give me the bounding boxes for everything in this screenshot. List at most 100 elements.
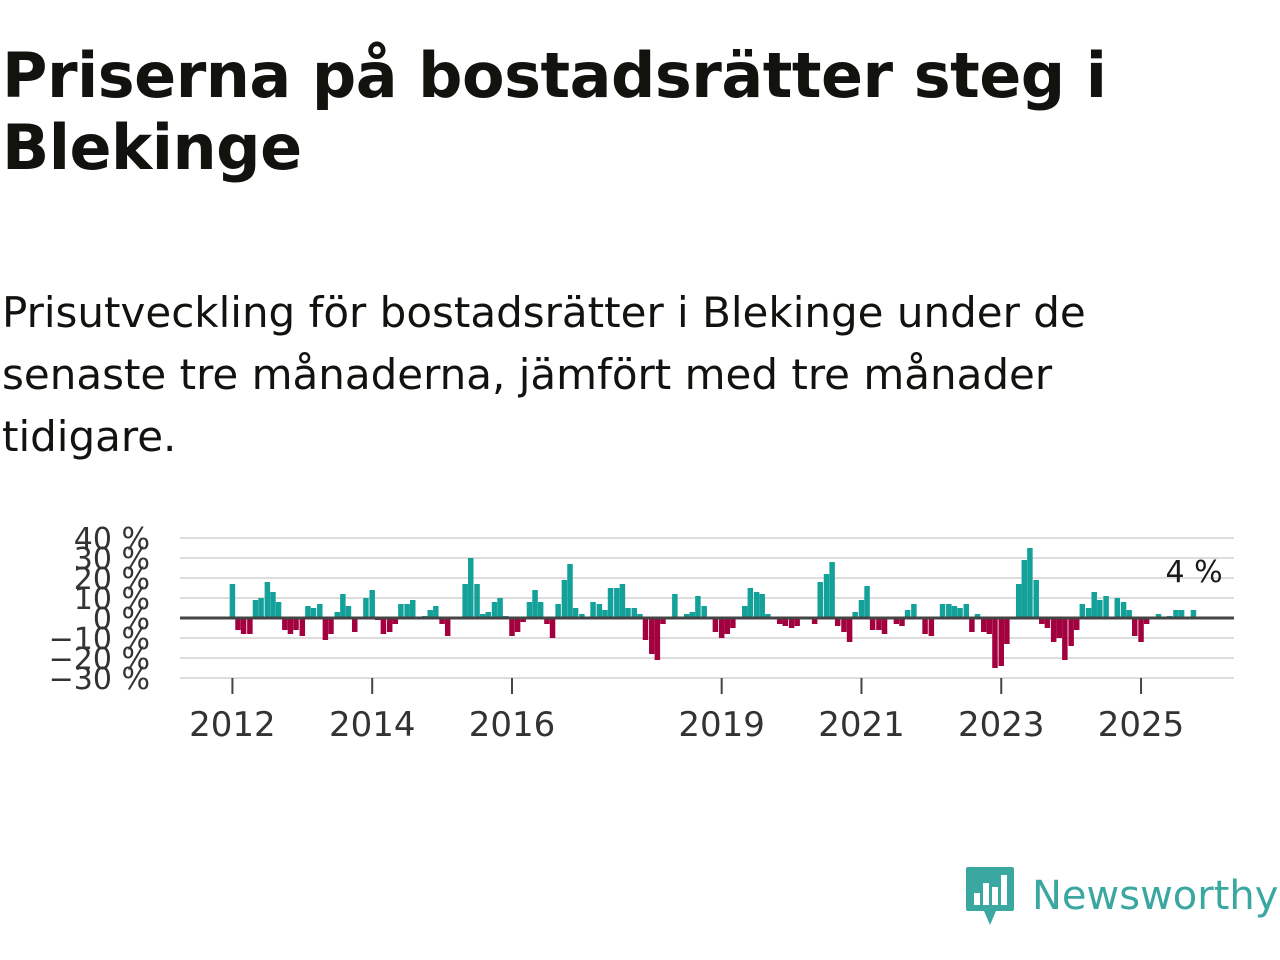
x-tick-label: 2025 (1098, 705, 1185, 745)
bar (380, 618, 387, 634)
bar (310, 608, 317, 618)
bar (386, 618, 393, 632)
gridlines (180, 537, 1234, 679)
annotations: 4 % (1165, 555, 1222, 590)
bar (462, 584, 468, 618)
bar (561, 580, 568, 618)
bar (340, 594, 346, 618)
bar (293, 618, 299, 630)
bar (724, 618, 731, 634)
bar (759, 594, 765, 618)
bar (345, 606, 352, 618)
bar (474, 584, 480, 618)
y-tick-label: 20 % (74, 562, 150, 597)
bar (1173, 610, 1179, 618)
bar (479, 614, 486, 618)
chart-subtitle: Prisutveckling för bostadsrätter i Bleki… (2, 288, 1086, 461)
x-tick-label: 2014 (329, 705, 416, 745)
bar (1085, 608, 1092, 618)
bar (1178, 610, 1185, 618)
bar (730, 618, 736, 628)
bar (240, 618, 247, 634)
bar (631, 608, 638, 618)
bar (614, 588, 620, 618)
bar (712, 618, 719, 632)
bar (363, 598, 369, 618)
bar (235, 618, 241, 630)
bar (485, 612, 491, 618)
bar (1120, 602, 1127, 618)
bar (549, 618, 556, 638)
bar (1132, 618, 1138, 636)
bar (287, 618, 294, 634)
bar (683, 614, 690, 618)
bar (497, 598, 503, 618)
bar (1138, 618, 1144, 642)
bar (998, 618, 1005, 666)
bar (864, 586, 870, 618)
bar (992, 618, 998, 668)
y-tick-label: 40 % (74, 522, 150, 557)
x-tick-label: 2023 (958, 705, 1045, 745)
bar (776, 618, 783, 624)
bar (404, 604, 410, 618)
bar (765, 614, 771, 618)
bar (782, 618, 789, 626)
bar (409, 600, 416, 618)
bar (537, 602, 544, 618)
bar (986, 618, 993, 634)
bar (718, 618, 725, 638)
chart-title: Priserna på bostadsrätter steg i Bleking… (2, 39, 1107, 184)
bar (974, 614, 981, 618)
bar (282, 618, 288, 630)
x-tick-label: 2016 (469, 705, 556, 745)
bar (1068, 618, 1074, 646)
bar (317, 604, 323, 618)
bar (852, 612, 858, 618)
bar (328, 618, 334, 634)
bar (1190, 610, 1197, 618)
bar (433, 606, 439, 618)
bar (305, 606, 311, 618)
bar (392, 618, 399, 624)
bar (922, 618, 928, 634)
newsworthy-logo-icon (966, 867, 1014, 925)
bar (468, 558, 474, 618)
bar (1039, 618, 1045, 624)
x-tick-label: 2012 (189, 705, 276, 745)
bar (334, 612, 341, 618)
bar (1114, 598, 1121, 618)
y-tick-label: −10 % (49, 622, 150, 657)
bar (532, 590, 538, 618)
bar (252, 600, 259, 618)
y-tick-label: 0 % (93, 602, 150, 637)
bar (439, 618, 445, 624)
bar (258, 598, 264, 618)
bar (981, 618, 987, 632)
bar (247, 618, 253, 634)
bar (881, 618, 888, 634)
bar (596, 604, 603, 618)
bar (1103, 596, 1109, 618)
bar (904, 610, 911, 618)
bar (817, 582, 823, 618)
bar (1027, 548, 1033, 618)
last-value-label: 4 % (1165, 555, 1222, 590)
bar (899, 618, 905, 626)
bar (567, 564, 573, 618)
bar (642, 618, 649, 640)
bar-chart: −30 %−20 %−10 %0 %10 %20 %30 %40 % 2012 2… (49, 522, 1234, 745)
bar (858, 600, 865, 618)
bar (351, 618, 358, 632)
x-axis: 2012 2014 2016 2019 2021 2023 2025 (189, 678, 1184, 745)
bar (572, 608, 579, 618)
bar (264, 582, 271, 618)
bar (1073, 618, 1080, 630)
bar (579, 614, 585, 618)
bar (876, 618, 882, 630)
brand-name: Newsworthy (1032, 873, 1279, 919)
bar (544, 618, 550, 624)
y-tick-label: −30 % (49, 662, 150, 697)
bar (555, 604, 561, 618)
x-tick-label: 2019 (678, 705, 765, 745)
